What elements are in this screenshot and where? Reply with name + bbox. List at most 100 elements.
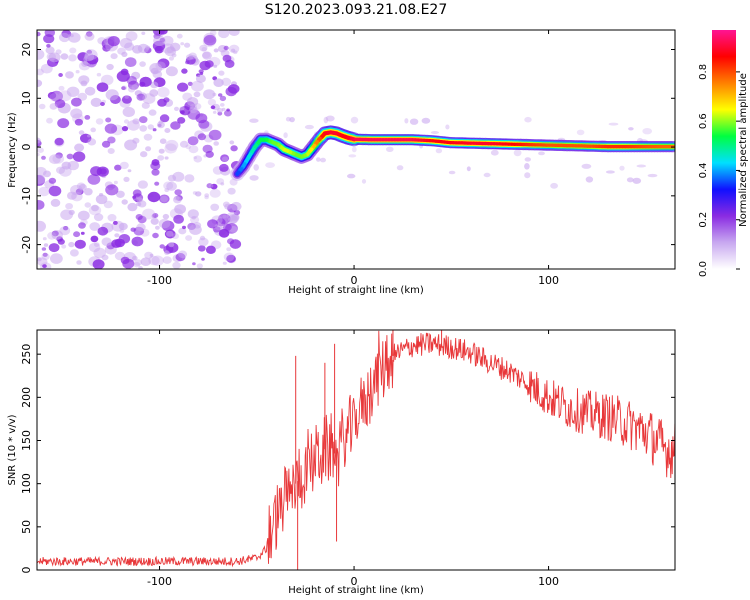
noise-blob: [121, 199, 128, 205]
noise-blob: [137, 215, 147, 224]
noise-blob: [51, 230, 63, 240]
noise-blob: [524, 163, 530, 170]
noise-blob: [107, 148, 115, 154]
spectrogram-y-axis-label: Frequency (Hz): [7, 112, 18, 188]
noise-blob: [219, 95, 227, 102]
noise-blob: [196, 263, 203, 269]
noise-blob: [151, 159, 160, 166]
noise-blob: [161, 220, 175, 232]
spectrogram-y-tick-label: 20: [20, 43, 33, 57]
noise-blob: [50, 253, 63, 264]
noise-blob: [483, 172, 491, 178]
noise-blob: [513, 149, 522, 157]
noise-blob: [61, 161, 72, 170]
noise-blob: [147, 124, 154, 130]
noise-blob: [386, 146, 394, 152]
noise-blob: [249, 175, 259, 181]
noise-blob: [581, 163, 592, 169]
noise-blob: [73, 231, 81, 238]
noise-blob: [59, 32, 70, 43]
noise-blob: [50, 198, 61, 207]
noise-blob: [132, 118, 140, 125]
noise-blob: [224, 109, 232, 117]
noise-blob: [84, 49, 98, 61]
noise-blob: [92, 259, 105, 269]
noise-blob: [57, 118, 70, 129]
noise-blob: [190, 215, 200, 224]
noise-blob: [144, 251, 154, 259]
noise-blob: [197, 245, 206, 252]
noise-blob: [150, 217, 159, 225]
noise-blob: [149, 89, 159, 97]
noise-blob: [175, 253, 186, 262]
noise-blob: [124, 95, 129, 99]
noise-blob: [68, 32, 81, 43]
noise-blob: [199, 44, 208, 52]
noise-blob: [203, 34, 217, 46]
noise-blob: [173, 196, 182, 204]
noise-blob: [174, 106, 179, 111]
noise-blob: [152, 232, 159, 239]
noise-blob: [188, 52, 197, 60]
noise-blob: [41, 155, 46, 160]
noise-blob: [172, 171, 185, 182]
noise-blob: [84, 52, 95, 62]
noise-blob: [147, 191, 161, 203]
noise-blob: [176, 33, 183, 39]
noise-blob: [107, 36, 120, 47]
noise-blob: [127, 169, 132, 173]
noise-blob: [184, 42, 191, 48]
noise-blob: [227, 187, 236, 195]
noise-blob: [222, 261, 227, 265]
noise-blob: [137, 180, 148, 189]
noise-blob: [119, 161, 129, 170]
noise-blob: [323, 116, 329, 124]
noise-blob: [159, 244, 165, 249]
noise-blob: [48, 185, 62, 197]
noise-blob: [157, 87, 170, 98]
noise-blob: [89, 222, 100, 231]
noise-blob: [490, 149, 499, 156]
noise-blob: [226, 247, 232, 252]
noise-blob: [217, 108, 223, 113]
noise-blob: [80, 80, 88, 87]
noise-blob: [88, 242, 101, 253]
noise-blob: [66, 153, 74, 160]
noise-blob: [166, 230, 174, 237]
noise-blob: [220, 182, 225, 186]
noise-blob: [283, 132, 288, 139]
noise-blob: [229, 140, 235, 145]
noise-blob: [249, 118, 259, 123]
spectrogram-x-tick-label: 100: [538, 274, 559, 287]
noise-blob: [42, 252, 48, 257]
noise-blob: [608, 122, 619, 126]
noise-blob: [223, 223, 232, 231]
noise-blob: [304, 124, 314, 130]
noise-blob: [166, 181, 178, 191]
noise-blob: [320, 157, 326, 163]
noise-blob: [642, 128, 652, 135]
noise-blob: [205, 150, 214, 158]
noise-blob: [75, 70, 80, 74]
colorbar-tick-label: 0.6: [698, 113, 709, 129]
noise-blob: [151, 168, 160, 176]
colorbar-tick-label: 0.0: [698, 261, 709, 277]
noise-blob: [186, 54, 194, 61]
noise-blob: [41, 253, 50, 261]
noise-blob: [84, 86, 96, 96]
noise-blob: [628, 127, 634, 131]
noise-blob: [165, 139, 179, 151]
noise-blob: [195, 191, 202, 197]
noise-blob: [265, 162, 275, 169]
noise-blob: [91, 204, 99, 212]
snr-x-tick-label: 0: [351, 575, 358, 588]
snr-series-line: [37, 330, 675, 568]
noise-blob: [187, 136, 199, 146]
noise-blob: [111, 239, 122, 248]
noise-blob: [207, 219, 219, 229]
noise-blob: [180, 42, 185, 46]
noise-blob: [361, 179, 367, 184]
noise-blob: [48, 52, 61, 63]
noise-blob: [188, 145, 199, 154]
noise-blob: [445, 124, 450, 130]
